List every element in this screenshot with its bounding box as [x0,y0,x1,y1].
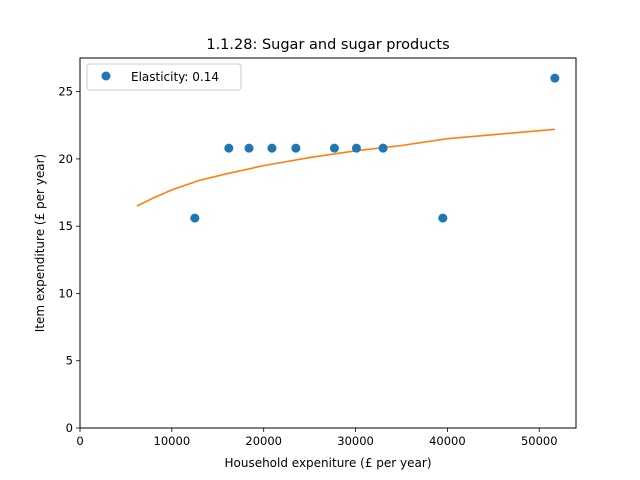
y-tick-label: 10 [58,286,73,300]
chart-title: 1.1.28: Sugar and sugar products [206,37,449,53]
y-tick-label: 20 [58,152,73,166]
data-point [351,143,361,153]
y-tick-label: 25 [58,85,73,99]
y-tick-label: 15 [58,219,73,233]
data-point [291,143,301,153]
x-axis-label: Household expeniture (£ per year) [224,456,431,470]
data-point [438,213,448,223]
data-point [244,143,254,153]
x-tick-label: 20000 [245,434,282,448]
plot-frame [79,57,577,429]
plot-area [136,73,560,223]
x-tick-label: 40000 [429,434,466,448]
data-point [267,143,277,153]
x-tick-label: 30000 [337,434,374,448]
x-tick-label: 10000 [154,434,191,448]
y-tick-label: 5 [66,354,73,368]
x-tick-label: 0 [76,434,83,448]
data-point [378,143,388,153]
legend: Elasticity: 0.14 [86,63,242,91]
legend-marker-elasticity [101,71,111,81]
legend-box [86,63,242,91]
y-axis-label: Item expenditure (£ per year) [33,154,47,332]
x-tick-label: 50000 [521,434,558,448]
x-axis: 0 10000 20000 30000 40000 50000 [76,428,558,448]
y-axis: 0 5 10 15 20 25 [58,85,80,435]
data-point [190,213,200,223]
data-point [224,143,234,153]
data-point [550,73,560,83]
y-tick-label: 0 [66,421,73,435]
fit-line [136,128,555,207]
data-point [329,143,339,153]
legend-label-elasticity: Elasticity: 0.14 [131,70,219,84]
